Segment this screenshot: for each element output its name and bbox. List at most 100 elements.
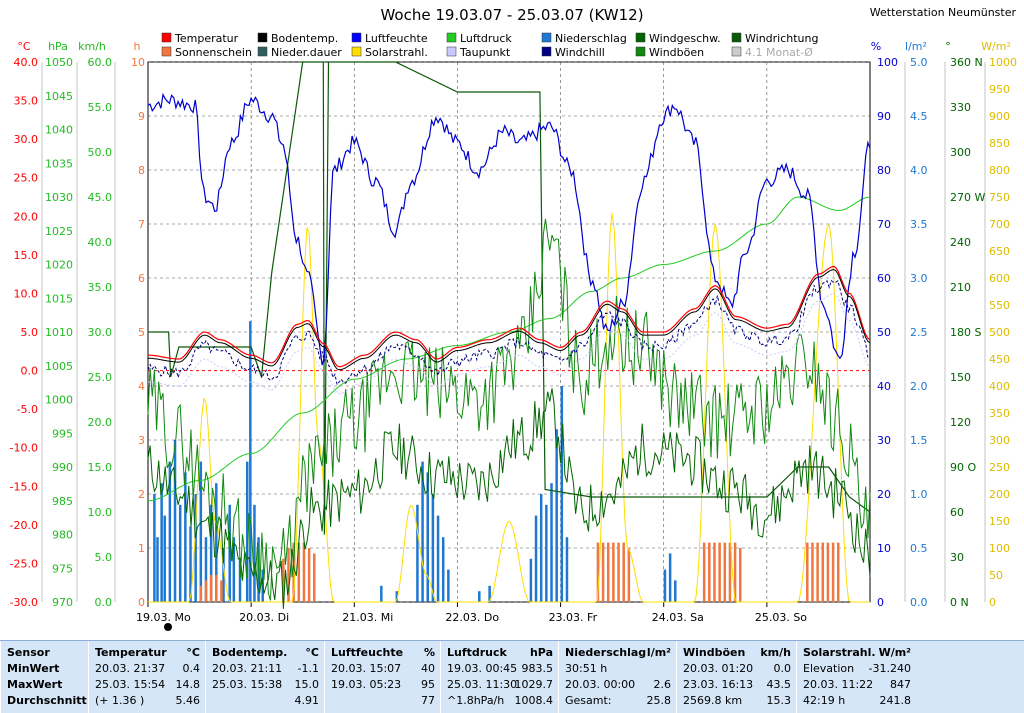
- tick-label: 1035: [45, 157, 73, 170]
- sunshine-bar: [627, 548, 631, 602]
- day-label: 22.03. Do: [445, 611, 499, 624]
- table-cell: 20.03. 21:37: [95, 662, 166, 675]
- table-cell: MinWert: [7, 662, 60, 675]
- tick-label: 450: [989, 353, 1010, 366]
- day-label: 25.03. So: [755, 611, 807, 624]
- table-cell-value: hPa: [529, 646, 553, 659]
- tick-label: 270 W: [950, 191, 985, 204]
- sunshine-bar: [204, 580, 208, 602]
- rain-bar: [163, 515, 166, 602]
- table-cell-value: 25.8: [646, 694, 672, 707]
- legend-label: Temperatur: [174, 32, 239, 45]
- table-cell-value: 4.91: [294, 694, 320, 707]
- rain-bar: [395, 591, 399, 602]
- tick-label: 330: [950, 101, 971, 114]
- tick-label: 90 O: [950, 461, 976, 474]
- tick-label: 1010: [45, 326, 73, 339]
- tick-label: 0.0: [21, 365, 39, 378]
- humidity-line: [147, 92, 871, 366]
- temperature-line: [147, 265, 871, 368]
- table-cell-value: 1029.7: [514, 678, 554, 691]
- tick-label: 90: [877, 110, 891, 123]
- tick-label: 45.0: [88, 191, 113, 204]
- table-cell: Gesamt:: [565, 694, 612, 707]
- sunshine-bar: [313, 553, 316, 602]
- sunshine-bar: [606, 542, 610, 602]
- legend-label: Sonnenschein: [175, 46, 252, 59]
- axis-unit: h: [134, 40, 141, 53]
- rain-bar: [380, 585, 383, 602]
- table-cell-value: -1.1: [297, 662, 319, 675]
- sunshine-bar: [728, 542, 732, 602]
- tick-label: 1015: [45, 292, 73, 305]
- rain-bar: [238, 558, 242, 602]
- sunshine-bar: [836, 542, 840, 602]
- axis-unit: km/h: [78, 40, 106, 53]
- sunshine-bar: [831, 542, 835, 602]
- sunshine-bar: [292, 542, 295, 602]
- tick-label: 15.0: [14, 249, 39, 262]
- sunshine-bar: [617, 542, 620, 602]
- tick-label: 0.0: [95, 596, 113, 609]
- rain-bar: [426, 472, 429, 602]
- rain-bar: [668, 553, 672, 602]
- rain-bar: [253, 504, 256, 602]
- table-cell: MaxWert: [7, 678, 63, 691]
- stats-table: Sensor MinWert MaxWert Durchschnitt Temperat…: [0, 640, 1024, 713]
- tick-label: 120: [950, 416, 971, 429]
- table-cell: Temperatur: [95, 646, 167, 659]
- axis-unit: °: [945, 40, 951, 53]
- table-cell-value: 95: [421, 678, 435, 691]
- table-cell-value: 15.0: [294, 678, 320, 691]
- table-cell-value: W/m²: [878, 646, 911, 659]
- table-cell: Luftfeuchte: [331, 646, 404, 659]
- table-cell: 23.03. 16:13: [683, 678, 754, 691]
- tick-label: -20.0: [10, 519, 38, 532]
- rain-bar: [431, 494, 435, 602]
- tick-label: 2: [138, 488, 145, 501]
- table-cell: Solarstrahl.: [803, 646, 876, 659]
- tick-label: 5: [138, 326, 145, 339]
- day-label: 19.03. Mo: [136, 611, 191, 624]
- tick-label: 0 N: [950, 596, 969, 609]
- tick-label: -5.0: [17, 403, 38, 416]
- tick-label: 30: [950, 551, 964, 564]
- tick-label: 990: [52, 461, 73, 474]
- legend-label: Windgeschw.: [649, 32, 721, 45]
- sunshine-bar: [816, 542, 819, 602]
- tick-label: 0.0: [910, 596, 928, 609]
- pressure-line: [147, 196, 871, 502]
- legend-swatch: [351, 32, 362, 43]
- tick-label: 250: [989, 461, 1010, 474]
- tick-label: 3: [138, 434, 145, 447]
- tick-label: 1040: [45, 124, 73, 137]
- tick-label: 80: [877, 164, 891, 177]
- legend-label: Nieder.dauer: [271, 46, 342, 59]
- tick-label: 7: [138, 218, 145, 231]
- sunshine-bar: [739, 548, 742, 602]
- table-cell: 42:19 h: [803, 694, 846, 707]
- rain-bar: [209, 504, 213, 602]
- table-cell-value: %: [423, 646, 435, 659]
- table-cell: Bodentemp.: [212, 646, 288, 659]
- tick-label: 9: [138, 110, 145, 123]
- tick-label: 70: [877, 218, 891, 231]
- legend-label: Windrichtung: [745, 32, 818, 45]
- tick-label: 100: [877, 56, 898, 69]
- tick-label: 50.0: [88, 146, 113, 159]
- tick-label: 1030: [45, 191, 73, 204]
- tick-label: 550: [989, 299, 1010, 312]
- table-cell-value: 15.3: [766, 694, 792, 707]
- rain-bar: [168, 461, 172, 602]
- legend-swatch: [351, 46, 362, 57]
- tick-label: 1.0: [910, 488, 928, 501]
- sunshine-bar: [287, 548, 290, 602]
- tick-label: 3.0: [910, 272, 928, 285]
- tick-label: 4.5: [910, 110, 928, 123]
- rain-bar: [565, 537, 569, 602]
- solar-line: [148, 213, 870, 603]
- sunshine-bar: [811, 542, 814, 602]
- table-cell-value: 0.4: [182, 662, 201, 675]
- table-cell: 20.03. 15:07: [331, 662, 402, 675]
- sunshine-bar: [297, 542, 301, 602]
